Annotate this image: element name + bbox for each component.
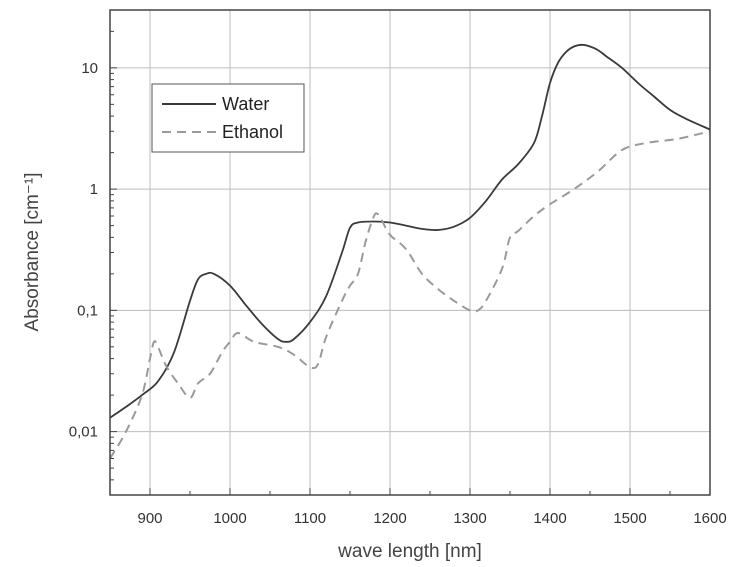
x-tick-label: 1500 (613, 510, 646, 527)
y-tick-label: 0,1 (77, 302, 98, 319)
legend-box (151, 83, 305, 153)
y-tick-label: 10 (81, 60, 98, 77)
y-tick-label: 1 (90, 181, 98, 198)
tick-labels: 900 1000 1100 1200 1300 1400 1500 1600 0,01 0,1 1 1… (69, 60, 727, 527)
tick-marks (109, 30, 711, 495)
series-line-water (109, 43, 711, 419)
x-axis-title: wave length [nm] (337, 541, 482, 562)
legend-water-label: Water (222, 94, 269, 114)
x-tick-label: 1200 (373, 510, 406, 527)
x-tick-label: 1300 (453, 510, 486, 527)
x-tick-label: 1000 (213, 510, 246, 527)
x-tick-label: 1600 (693, 510, 726, 527)
x-tick-label: 1400 (533, 510, 566, 527)
x-tick-label: 900 (137, 510, 162, 527)
y-axis-title: Absorbance [cm⁻¹] (22, 173, 43, 332)
legend: Water Ethanol (151, 83, 305, 153)
series-layer (109, 43, 711, 460)
legend-ethanol-label: Ethanol (222, 122, 283, 142)
x-tick-label: 1100 (294, 510, 326, 527)
y-tick-label: 0,01 (69, 424, 98, 441)
plot-background (110, 10, 710, 495)
series-line-ethanol (109, 130, 711, 460)
